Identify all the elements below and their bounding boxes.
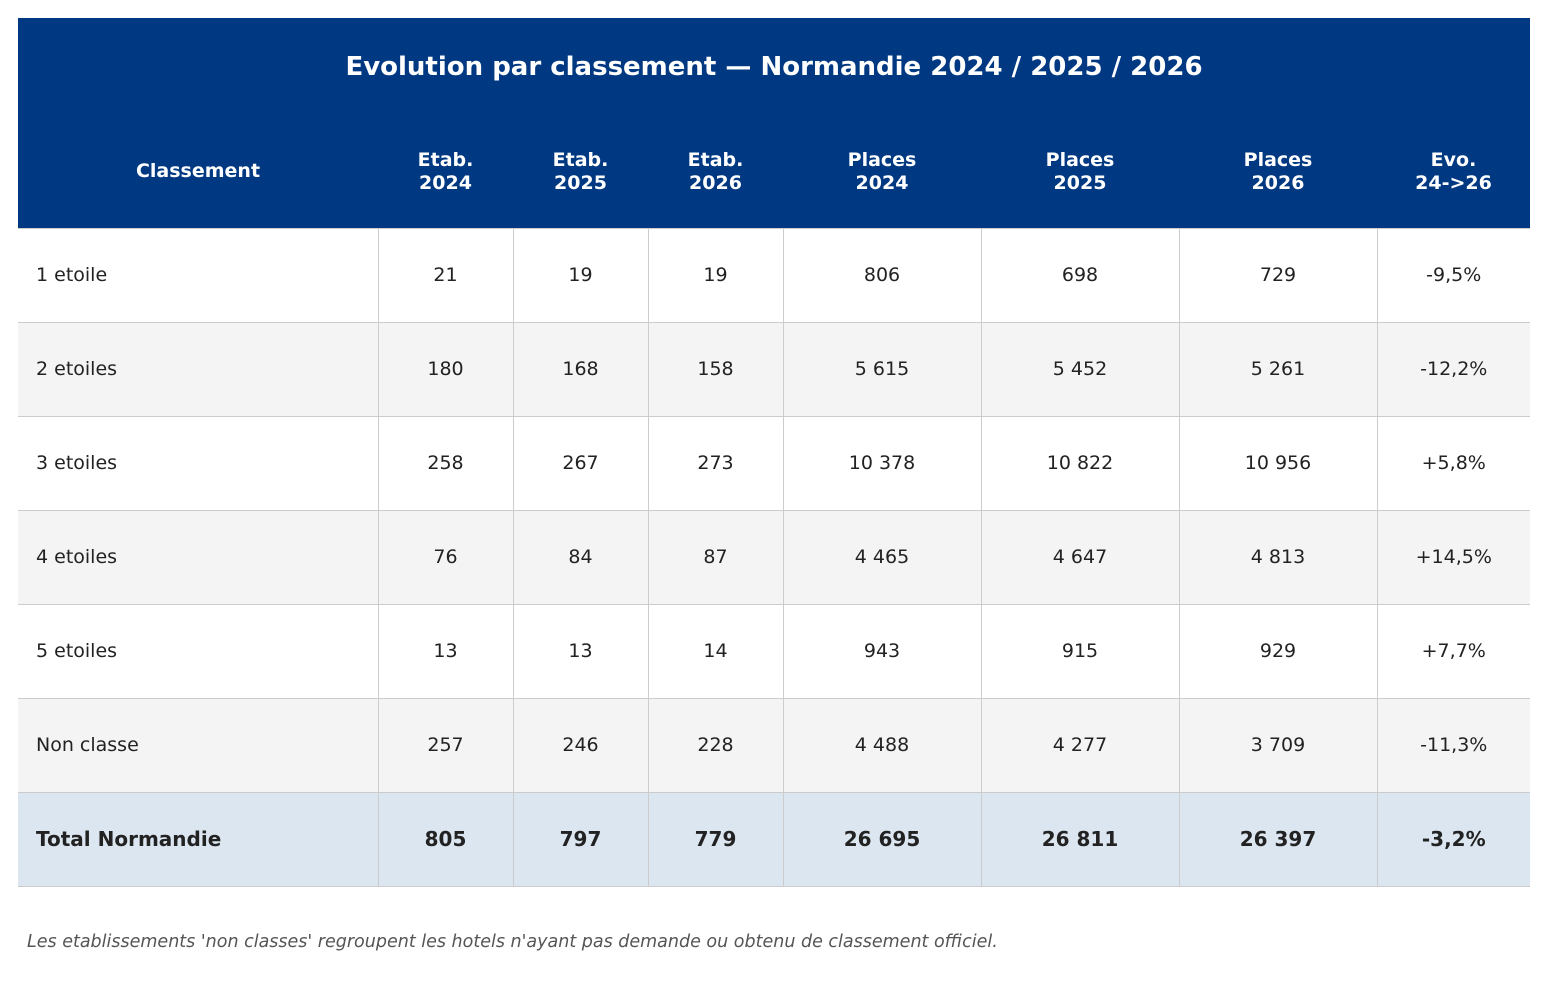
column-header-etab-2024: Etab. 2024 xyxy=(378,116,513,228)
table-cell: 3 709 xyxy=(1178,697,1378,793)
table-row: 5 etoiles 13 13 14 943 915 929 +7,7% xyxy=(18,603,1530,699)
table-cell-evolution: +14,5% xyxy=(1376,509,1530,605)
table-cell: 76 xyxy=(377,509,514,605)
table-cell: 943 xyxy=(782,603,982,699)
table-cell-evolution: -9,5% xyxy=(1376,227,1530,323)
total-cell: 26 397 xyxy=(1178,791,1378,887)
total-cell-evolution: -3,2% xyxy=(1376,791,1530,887)
table-cell: 267 xyxy=(512,415,649,511)
table-row: 2 etoiles 180 168 158 5 615 5 452 5 261 … xyxy=(18,321,1530,417)
table-cell: 87 xyxy=(647,509,784,605)
table-cell-evolution: +5,8% xyxy=(1376,415,1530,511)
column-header-places-2025: Places 2025 xyxy=(981,116,1179,228)
total-cell-label: Total Normandie xyxy=(18,791,379,887)
table-cell: 13 xyxy=(512,603,649,699)
table-container: Evolution par classement — Normandie 202… xyxy=(18,18,1530,887)
total-cell: 779 xyxy=(647,791,784,887)
table-cell: 228 xyxy=(647,697,784,793)
classification-table: Classement Etab. 2024 Etab. 2025 Etab. 2… xyxy=(18,116,1530,887)
total-cell: 26 695 xyxy=(782,791,982,887)
header-row: Classement Etab. 2024 Etab. 2025 Etab. 2… xyxy=(18,116,1530,228)
table-cell: 180 xyxy=(377,321,514,417)
table-cell: 13 xyxy=(377,603,514,699)
column-header-places-2026: Places 2026 xyxy=(1179,116,1377,228)
table-row: Non classe 257 246 228 4 488 4 277 3 709… xyxy=(18,697,1530,793)
total-cell: 26 811 xyxy=(980,791,1180,887)
column-header-classement: Classement xyxy=(18,116,378,228)
table-cell: 84 xyxy=(512,509,649,605)
column-header-evolution: Evo. 24->26 xyxy=(1377,116,1530,228)
table-row: 1 etoile 21 19 19 806 698 729 -9,5% xyxy=(18,227,1530,323)
total-row: Total Normandie 805 797 779 26 695 26 81… xyxy=(18,791,1530,887)
table-cell: 14 xyxy=(647,603,784,699)
table-cell: 10 956 xyxy=(1178,415,1378,511)
footnote: Les etablissements 'non classes' regroup… xyxy=(27,932,998,952)
table-cell: 5 261 xyxy=(1178,321,1378,417)
table-cell-classement: 2 etoiles xyxy=(18,321,379,417)
table-cell: 246 xyxy=(512,697,649,793)
table-cell: 4 813 xyxy=(1178,509,1378,605)
table-row: 3 etoiles 258 267 273 10 378 10 822 10 9… xyxy=(18,415,1530,511)
table-cell: 4 488 xyxy=(782,697,982,793)
table-cell: 19 xyxy=(647,227,784,323)
table-cell: 806 xyxy=(782,227,982,323)
table-row: 4 etoiles 76 84 87 4 465 4 647 4 813 +14… xyxy=(18,509,1530,605)
table-cell: 21 xyxy=(377,227,514,323)
table-cell-classement: 5 etoiles xyxy=(18,603,379,699)
table-cell-classement: 3 etoiles xyxy=(18,415,379,511)
table-title: Evolution par classement — Normandie 202… xyxy=(18,18,1530,116)
table-cell: 158 xyxy=(647,321,784,417)
table-cell: 915 xyxy=(980,603,1180,699)
table-cell: 273 xyxy=(647,415,784,511)
table-cell: 5 452 xyxy=(980,321,1180,417)
table-cell: 698 xyxy=(980,227,1180,323)
table-cell-evolution: -12,2% xyxy=(1376,321,1530,417)
table-cell: 19 xyxy=(512,227,649,323)
table-cell: 729 xyxy=(1178,227,1378,323)
table-cell-classement: 1 etoile xyxy=(18,227,379,323)
table-cell: 168 xyxy=(512,321,649,417)
table-cell: 929 xyxy=(1178,603,1378,699)
table-cell: 5 615 xyxy=(782,321,982,417)
table-cell: 258 xyxy=(377,415,514,511)
table-cell: 257 xyxy=(377,697,514,793)
total-cell: 805 xyxy=(377,791,514,887)
table-cell: 4 277 xyxy=(980,697,1180,793)
column-header-etab-2026: Etab. 2026 xyxy=(648,116,783,228)
table-cell: 4 647 xyxy=(980,509,1180,605)
column-header-etab-2025: Etab. 2025 xyxy=(513,116,648,228)
table-cell: 4 465 xyxy=(782,509,982,605)
total-cell: 797 xyxy=(512,791,649,887)
table-cell: 10 822 xyxy=(980,415,1180,511)
table-cell-evolution: -11,3% xyxy=(1376,697,1530,793)
table-cell-evolution: +7,7% xyxy=(1376,603,1530,699)
table-cell-classement: 4 etoiles xyxy=(18,509,379,605)
column-header-places-2024: Places 2024 xyxy=(783,116,981,228)
table-cell-classement: Non classe xyxy=(18,697,379,793)
table-cell: 10 378 xyxy=(782,415,982,511)
